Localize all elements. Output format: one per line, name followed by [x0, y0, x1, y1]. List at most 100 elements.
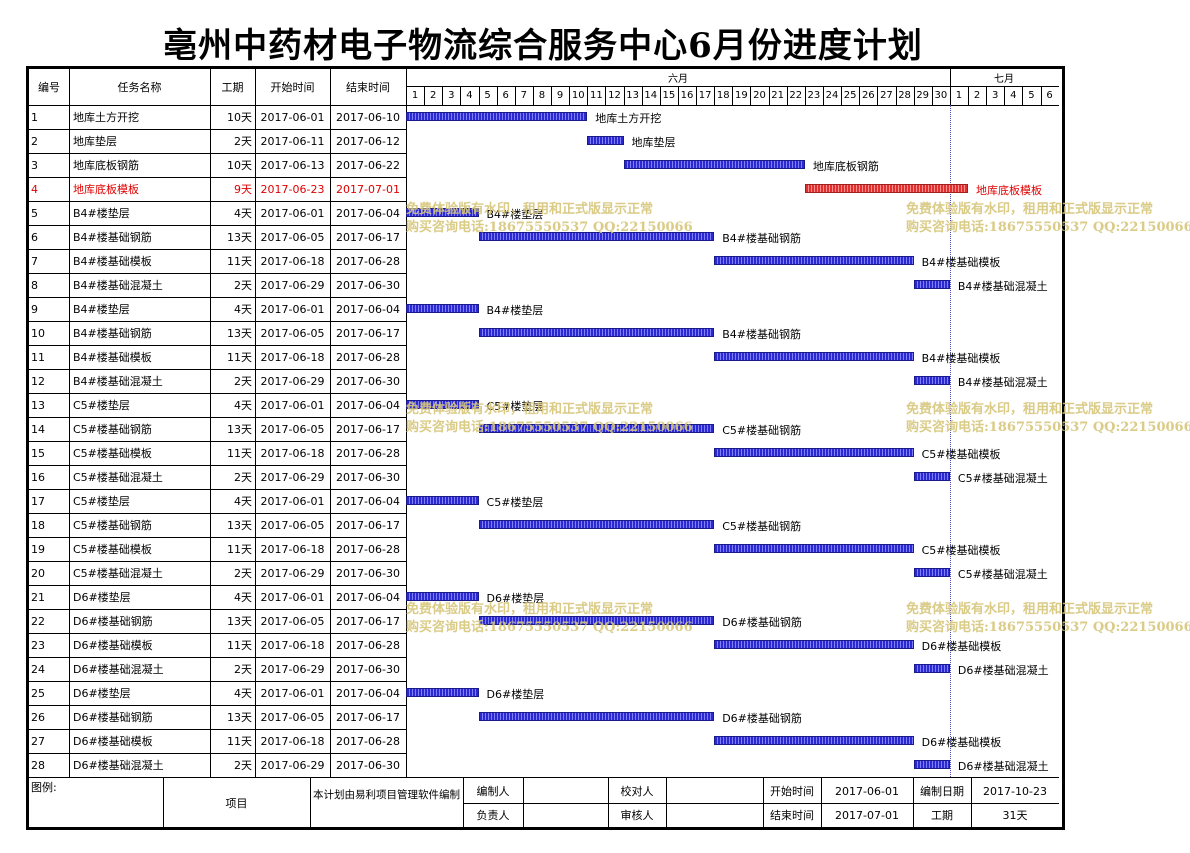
- task-bar[interactable]: [406, 304, 479, 313]
- task-end: 2017-07-01: [336, 182, 400, 196]
- task-duration: 2天: [234, 663, 252, 676]
- col-header-id[interactable]: 编号: [38, 81, 60, 94]
- day-divider: [424, 86, 425, 105]
- row-divider: [29, 249, 406, 250]
- task-bar[interactable]: [913, 280, 950, 289]
- compile-date-value[interactable]: 2017-10-23: [983, 784, 1047, 798]
- day-divider: [950, 86, 951, 105]
- col-header-start[interactable]: 开始时间: [270, 81, 315, 94]
- col-header-duration[interactable]: 工期: [221, 81, 244, 94]
- day-cell: 20: [753, 89, 766, 101]
- task-id: 2: [31, 134, 38, 148]
- task-bar[interactable]: [406, 688, 479, 697]
- critical-task-bar[interactable]: [804, 184, 969, 193]
- task-duration: 9天: [234, 183, 252, 196]
- task-bar[interactable]: [913, 472, 950, 481]
- task-bar[interactable]: [714, 544, 914, 553]
- checker-value[interactable]: [666, 779, 763, 803]
- day-divider: [533, 86, 534, 105]
- task-id: 8: [31, 278, 38, 292]
- day-divider: [678, 86, 679, 105]
- task-duration: 4天: [234, 399, 252, 412]
- end-label: 结束时间: [770, 809, 814, 822]
- task-end: 2017-06-17: [336, 326, 400, 340]
- end-value[interactable]: 2017-07-01: [835, 808, 899, 822]
- task-bar[interactable]: [913, 664, 950, 673]
- task-id: 13: [31, 398, 45, 412]
- task-bar[interactable]: [714, 448, 914, 457]
- task-start: 2017-06-18: [260, 350, 325, 364]
- watermark-d: 免费体验版有水印，租用和正式版显示正常 购买咨询电话:18675550537 QQ…: [906, 401, 1190, 437]
- day-divider: [877, 86, 878, 105]
- day-cell: 26: [861, 89, 875, 101]
- task-bar[interactable]: [623, 160, 805, 169]
- task-bar[interactable]: [406, 112, 588, 121]
- day-cell: 1: [411, 89, 419, 101]
- task-bar[interactable]: [478, 520, 715, 529]
- day-cell: 23: [807, 89, 821, 101]
- watermark-line1: 免费体验版有水印，租用和正式版显示正常: [406, 402, 654, 417]
- task-name: D6#楼基础混凝土: [73, 759, 164, 772]
- watermark-line1: 免费体验版有水印，租用和正式版显示正常: [406, 602, 654, 617]
- task-name: D6#楼基础模板: [73, 639, 153, 652]
- task-name: B4#楼基础模板: [73, 351, 152, 364]
- day-divider: [660, 86, 661, 105]
- task-bar-label: D6#楼基础模板: [921, 640, 1002, 653]
- row-divider: [29, 369, 406, 370]
- task-duration: 11天: [227, 255, 252, 268]
- task-start: 2017-06-29: [260, 374, 325, 388]
- task-bar[interactable]: [478, 616, 715, 625]
- task-end: 2017-06-28: [336, 254, 400, 268]
- day-divider: [896, 86, 897, 105]
- row-divider: [29, 417, 406, 418]
- task-bar[interactable]: [406, 208, 479, 217]
- task-duration: 2天: [234, 135, 252, 148]
- task-end: 2017-06-30: [336, 662, 400, 676]
- task-bar[interactable]: [406, 400, 479, 409]
- task-bar[interactable]: [714, 640, 914, 649]
- owner-value[interactable]: [523, 803, 608, 827]
- task-end: 2017-06-28: [336, 446, 400, 460]
- month-separator: [950, 69, 951, 86]
- task-bar[interactable]: [478, 424, 715, 433]
- compiler-value[interactable]: [523, 779, 608, 803]
- task-id: 19: [31, 542, 45, 556]
- col-header-name[interactable]: 任务名称: [117, 81, 162, 94]
- task-bar[interactable]: [913, 376, 950, 385]
- task-bar[interactable]: [587, 136, 624, 145]
- row-divider: [29, 321, 406, 322]
- task-bar[interactable]: [913, 760, 950, 769]
- task-bar[interactable]: [714, 256, 914, 265]
- row-divider: [29, 177, 406, 178]
- task-bar[interactable]: [478, 712, 715, 721]
- task-name: C5#楼基础模板: [73, 447, 152, 460]
- task-bar[interactable]: [913, 568, 950, 577]
- task-end: 2017-06-17: [336, 422, 400, 436]
- watermark-line1: 免费体验版有水印，租用和正式版显示正常: [906, 402, 1154, 417]
- task-end: 2017-06-04: [336, 302, 400, 316]
- task-name: D6#楼垫层: [73, 687, 131, 700]
- task-bar[interactable]: [478, 328, 715, 337]
- task-duration: 11天: [227, 735, 252, 748]
- row-divider: [29, 393, 406, 394]
- day-divider: [497, 86, 498, 105]
- task-id: 20: [31, 566, 45, 580]
- reviewer-value[interactable]: [666, 803, 763, 827]
- task-bar[interactable]: [714, 352, 914, 361]
- task-duration: 4天: [234, 687, 252, 700]
- task-end: 2017-06-17: [336, 230, 400, 244]
- task-id: 5: [31, 206, 38, 220]
- task-bar[interactable]: [714, 736, 914, 745]
- task-bar[interactable]: [406, 592, 479, 601]
- compile-date-label: 编制日期: [920, 785, 964, 798]
- task-name: C5#楼基础钢筋: [73, 519, 152, 532]
- col-header-end[interactable]: 结束时间: [346, 81, 390, 94]
- task-bar-label: B4#楼基础钢筋: [722, 328, 801, 341]
- row-divider: [29, 753, 406, 754]
- task-name: B4#楼垫层: [73, 207, 130, 220]
- task-bar[interactable]: [406, 496, 479, 505]
- task-id: 28: [31, 758, 45, 772]
- task-bar[interactable]: [478, 232, 715, 241]
- start-value[interactable]: 2017-06-01: [835, 784, 899, 798]
- duration-value[interactable]: 31天: [1002, 809, 1028, 822]
